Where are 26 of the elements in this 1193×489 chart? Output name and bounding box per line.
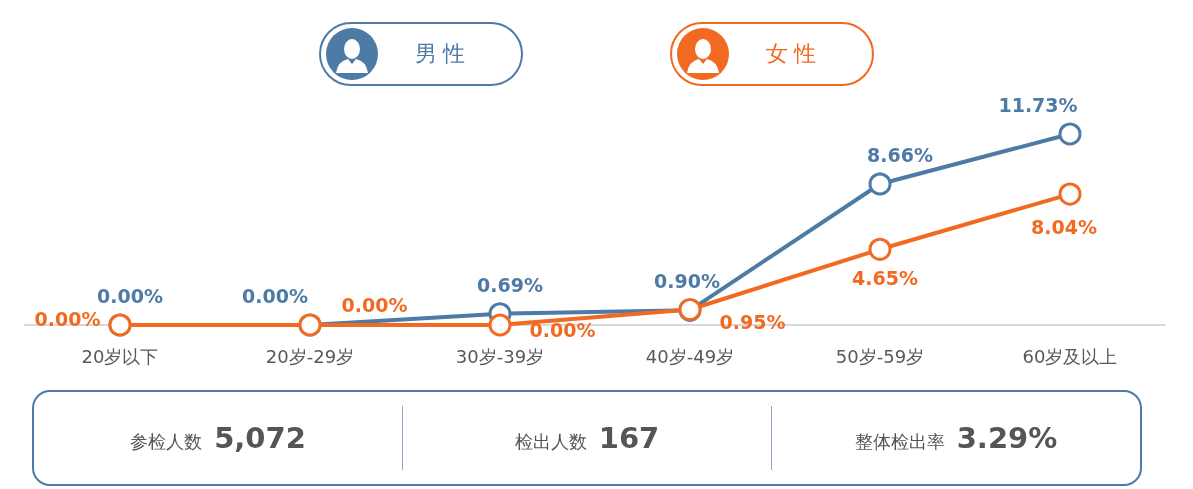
x-tick-label: 30岁-39岁: [455, 345, 545, 367]
legend-label: 男性: [413, 40, 472, 68]
data-label: 4.65%: [852, 267, 918, 290]
data-label: 8.66%: [867, 143, 933, 166]
data-label: 8.04%: [1031, 216, 1097, 239]
data-label: 0.00%: [529, 319, 596, 341]
data-label: 0.69%: [477, 273, 543, 296]
legend-label: 女性: [764, 40, 823, 68]
data-label: 0.00%: [97, 285, 163, 307]
data-label: 0.95%: [719, 310, 786, 333]
data-label: 0.90%: [654, 270, 720, 293]
point: [1058, 182, 1082, 206]
x-tick-label: 60岁及以上: [1022, 345, 1118, 367]
x-tick-label: 20岁以下: [81, 345, 159, 367]
x-tick-label: 50岁-59岁: [835, 345, 925, 367]
x-tick-label: 40岁-49岁: [645, 345, 735, 367]
data-label: 0.00%: [34, 308, 101, 330]
summary-card: 参检人数 5,072 检出人数 167 整体检出率 3.29%: [32, 390, 1142, 486]
data-label: 0.00%: [341, 294, 408, 316]
point: [1058, 122, 1082, 146]
data-label: 11.73%: [998, 94, 1078, 116]
point: [488, 313, 512, 337]
data-label: 0.00%: [242, 285, 308, 307]
point: [868, 172, 892, 196]
x-tick-label: 20岁-29岁: [265, 345, 355, 367]
point: [868, 237, 892, 261]
